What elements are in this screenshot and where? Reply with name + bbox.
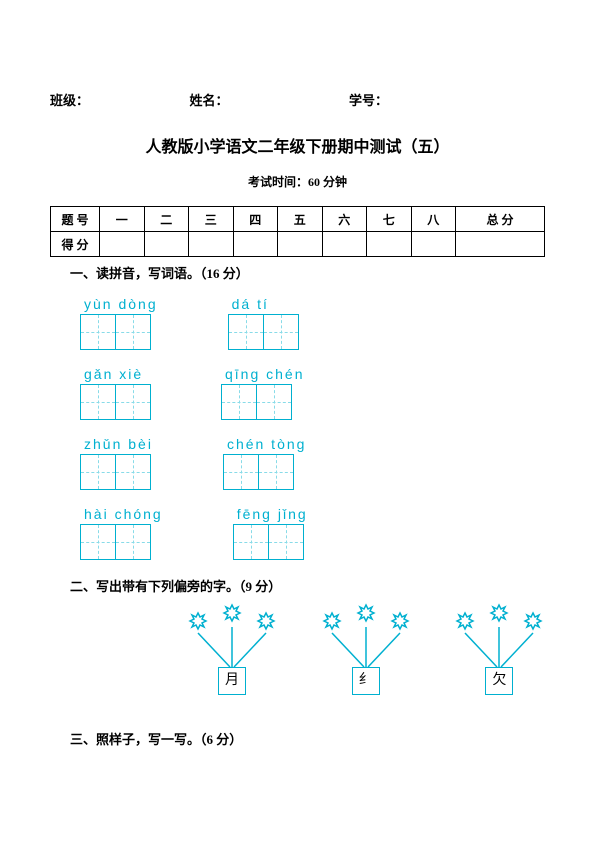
pinyin-item: zhǔn bèi [80,436,153,490]
pinyin-text: yùn dòng [84,296,158,312]
radical-char: 欠 [485,667,513,695]
cell [189,232,234,257]
cell [322,232,367,257]
radical-item: 月 [180,609,278,699]
radical-diagram: 月 纟 [180,609,545,699]
section1-heading: 一、读拼音，写词语。（16 分） [70,263,545,282]
pinyin-text: hài chóng [84,506,163,522]
radical-char: 纟 [352,667,380,695]
pinyin-item: dá tí [228,296,299,350]
score-table: 题 号 一 二 三 四 五 六 七 八 总 分 得 分 [50,206,545,257]
cell [144,232,189,257]
header-info: 班级： 姓名： 学号： [50,90,545,109]
pinyin-item: yùn dòng [80,296,158,350]
pinyin-grid: yùn dòng dá tí gǎn xiè qīng chén zhǔn bè… [80,296,545,560]
cell: 题 号 [51,207,100,232]
cell [100,232,145,257]
table-row: 得 分 [51,232,545,257]
cell: 五 [278,207,323,232]
pinyin-text: chén tòng [227,436,307,452]
cell [456,232,545,257]
radical-char: 月 [218,667,246,695]
id-label: 学号： [349,93,388,108]
page-title: 人教版小学语文二年级下册期中测试（五） [50,133,545,157]
pinyin-text: fēng jǐng [237,506,308,522]
cell: 三 [189,207,234,232]
pinyin-text: qīng chén [225,366,305,382]
class-label: 班级： [50,93,89,108]
pinyin-text: zhǔn bèi [84,436,153,452]
pinyin-item: gǎn xiè [80,366,151,420]
section3-heading: 三、照样子，写一写。（6 分） [70,729,545,748]
section2-heading: 二、写出带有下列偏旁的字。（9 分） [70,576,545,595]
cell [367,232,412,257]
pinyin-item: chén tòng [223,436,307,490]
pinyin-item: qīng chén [221,366,305,420]
radical-item: 欠 [447,609,545,699]
cell: 得 分 [51,232,100,257]
pinyin-text: dá tí [232,296,299,312]
exam-duration: 考试时间：60 分钟 [50,173,545,190]
cell: 七 [367,207,412,232]
table-row: 题 号 一 二 三 四 五 六 七 八 总 分 [51,207,545,232]
pinyin-item: hài chóng [80,506,163,560]
cell: 一 [100,207,145,232]
pinyin-item: fēng jǐng [233,506,308,560]
name-label: 姓名： [190,93,229,108]
cell: 六 [322,207,367,232]
cell: 二 [144,207,189,232]
cell: 四 [233,207,278,232]
radical-item: 纟 [314,609,412,699]
pinyin-text: gǎn xiè [84,366,151,382]
cell: 总 分 [456,207,545,232]
cell [411,232,456,257]
cell [233,232,278,257]
cell: 八 [411,207,456,232]
cell [278,232,323,257]
